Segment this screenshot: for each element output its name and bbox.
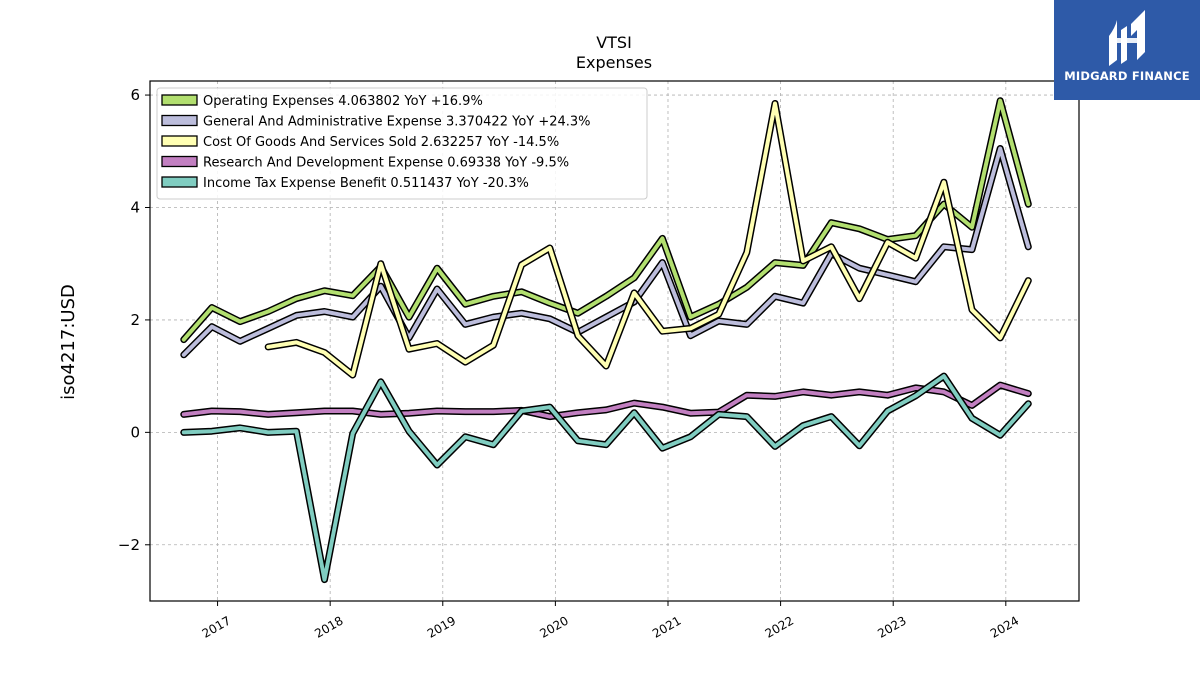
y-axis-ticks: −2 0 2 4 6 — [118, 86, 150, 554]
legend-swatch-4 — [161, 176, 198, 188]
plot-area — [149, 80, 1080, 602]
y-tick-label: 4 — [130, 198, 140, 216]
chart-subtitle: Expenses — [576, 53, 652, 72]
legend-swatch-0 — [161, 94, 198, 106]
series-line-1 — [181, 146, 1031, 357]
x-tick-label: 2019 — [425, 613, 458, 640]
y-tick-label: 0 — [130, 423, 140, 441]
midgard-logo-icon — [1109, 10, 1145, 66]
legend-entry-1: General And Administrative Expense 3.370… — [203, 115, 591, 130]
chart-title: VTSI — [596, 33, 632, 52]
y-tick-label: −2 — [118, 536, 140, 554]
legend-entry-3: Research And Development Expense 0.69338… — [203, 156, 569, 171]
brand-logo: MIDGARD FINANCE — [1054, 0, 1200, 100]
x-tick-label: 2023 — [875, 613, 908, 640]
legend: Operating Expenses 4.063802 YoY +16.9% Ge… — [156, 87, 648, 200]
y-tick-label: 6 — [130, 86, 140, 104]
x-tick-label: 2018 — [312, 613, 345, 640]
series-line-3 — [181, 383, 1031, 419]
legend-entry-4: Income Tax Expense Benefit 0.511437 YoY … — [203, 176, 529, 191]
series-line-2 — [266, 101, 1031, 377]
x-axis-ticks: 2017 2018 2019 2020 2021 2022 2023 2024 — [200, 601, 1021, 641]
legend-box — [156, 87, 648, 200]
y-tick-label: 2 — [130, 311, 140, 329]
brand-name: MIDGARD FINANCE — [1064, 69, 1190, 83]
x-tick-label: 2022 — [763, 613, 796, 640]
x-tick-label: 2017 — [200, 613, 233, 640]
legend-swatch-2 — [161, 135, 198, 147]
legend-swatch-1 — [161, 114, 198, 127]
legend-swatch-3 — [161, 155, 198, 168]
x-tick-label: 2020 — [537, 613, 570, 640]
x-tick-label: 2024 — [988, 613, 1021, 640]
series-line-4 — [181, 374, 1031, 582]
y-axis-label: iso4217:USD — [58, 284, 79, 400]
legend-entry-0: Operating Expenses 4.063802 YoY +16.9% — [203, 94, 483, 109]
series-lines — [180, 97, 1032, 584]
x-tick-label: 2021 — [650, 613, 683, 640]
legend-entry-2: Cost Of Goods And Services Sold 2.632257… — [203, 135, 559, 150]
